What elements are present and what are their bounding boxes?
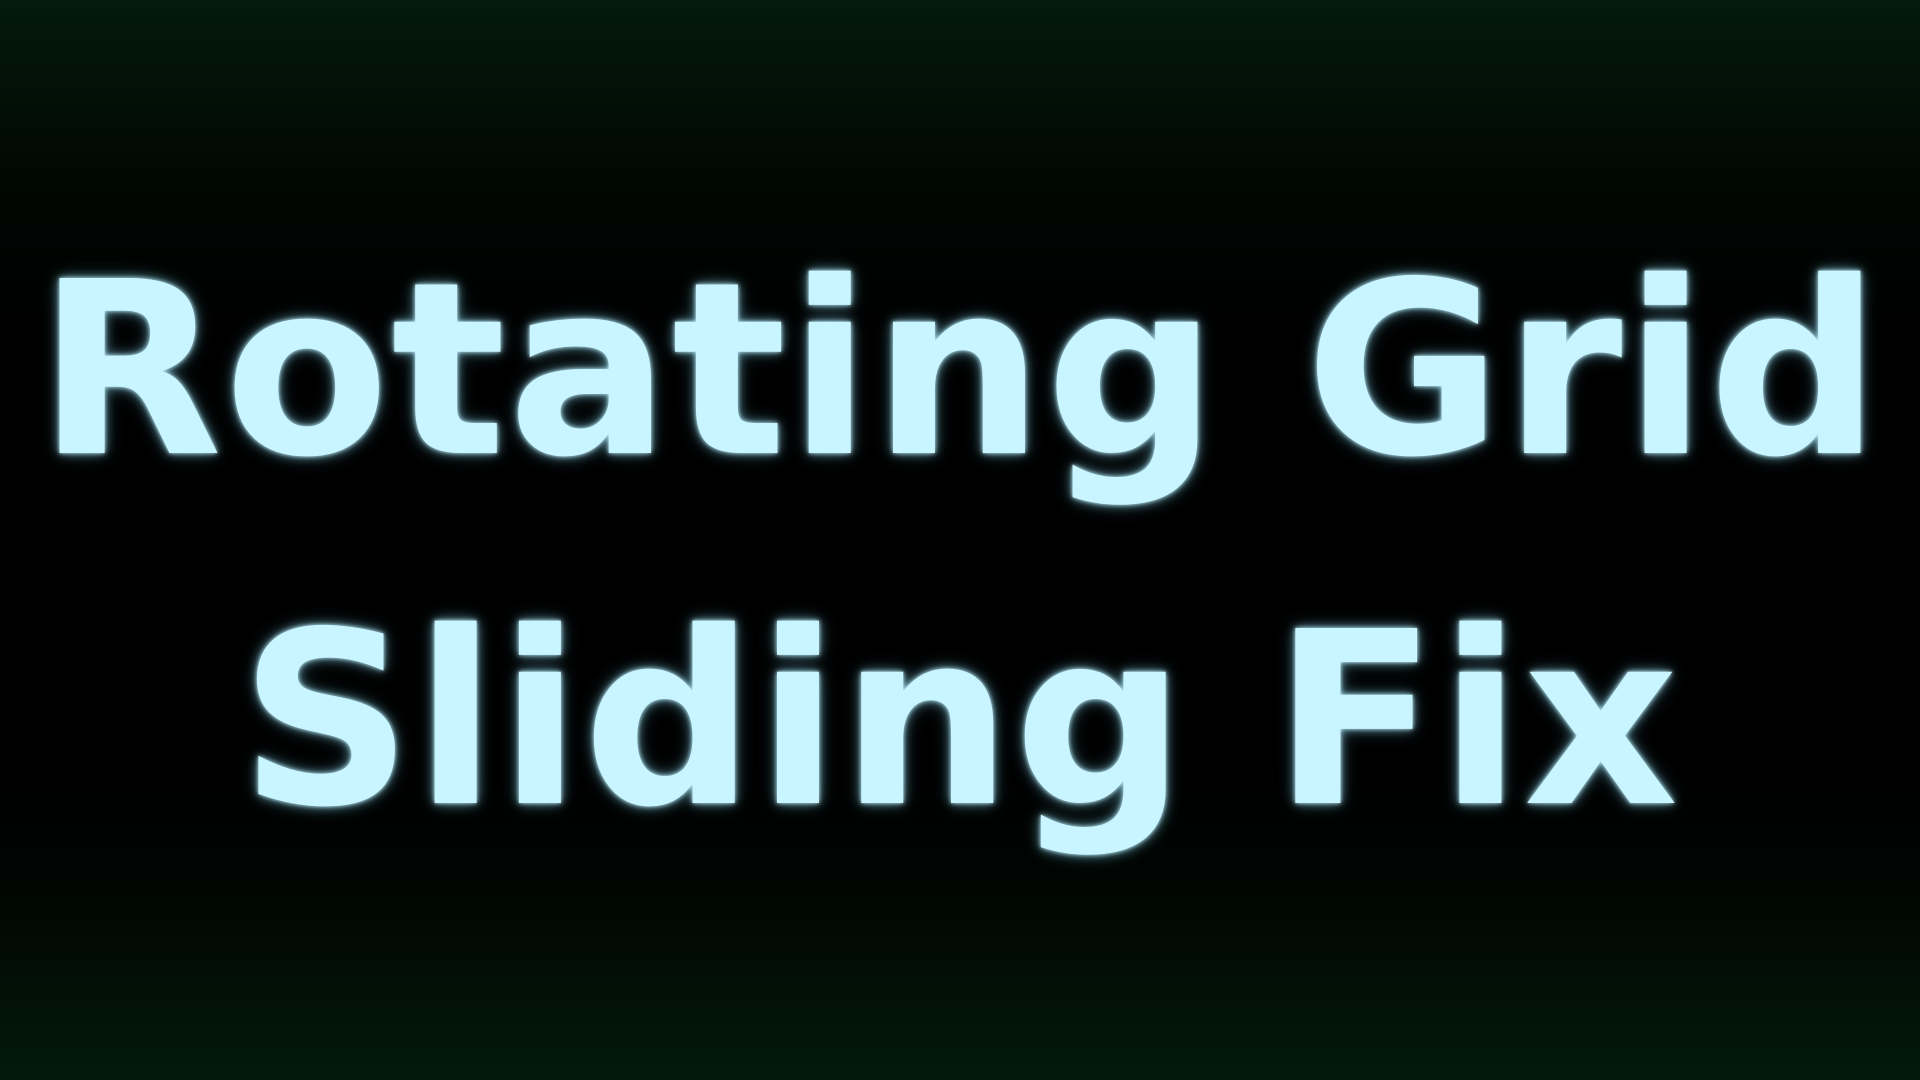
title-line-2: Sliding Fix [239, 580, 1681, 860]
title-line-1: Rotating Grid [37, 230, 1883, 510]
